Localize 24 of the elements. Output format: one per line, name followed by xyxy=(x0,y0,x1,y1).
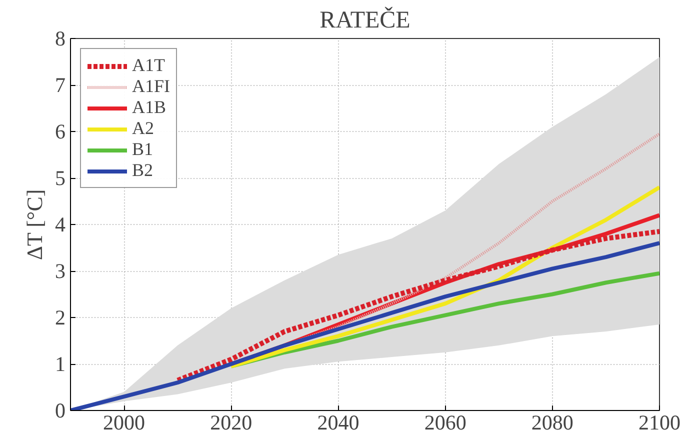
legend-label: A1B xyxy=(132,97,166,118)
y-tick-label: 0 xyxy=(55,398,66,422)
y-tick-label: 5 xyxy=(55,166,66,190)
legend-label: B1 xyxy=(132,139,154,160)
line-series xyxy=(229,185,660,368)
x-tick-label: 2080 xyxy=(531,410,574,432)
x-tick-label: 2040 xyxy=(317,410,360,432)
y-tick-label: 3 xyxy=(55,259,66,283)
y-tick-label: 8 xyxy=(55,26,66,50)
y-tick-label: 4 xyxy=(55,212,66,236)
y-axis-title: ΔT [°C] xyxy=(22,189,47,260)
y-tick-label: 6 xyxy=(55,120,66,144)
legend-label: A2 xyxy=(132,118,154,139)
x-tick-label: 2020 xyxy=(210,410,252,432)
x-tick-label: 2060 xyxy=(424,410,466,432)
legend-label: B2 xyxy=(132,160,154,181)
x-tick-label: 2100 xyxy=(638,410,680,432)
x-tick-label: 2000 xyxy=(103,410,146,432)
legend-label: A1T xyxy=(132,55,165,76)
chart-title: RATEČE xyxy=(320,6,410,34)
y-tick-label: 2 xyxy=(55,306,66,330)
y-tick-label: 7 xyxy=(55,73,66,97)
y-tick-label: 1 xyxy=(55,352,66,376)
legend-label: A1FI xyxy=(132,76,170,97)
